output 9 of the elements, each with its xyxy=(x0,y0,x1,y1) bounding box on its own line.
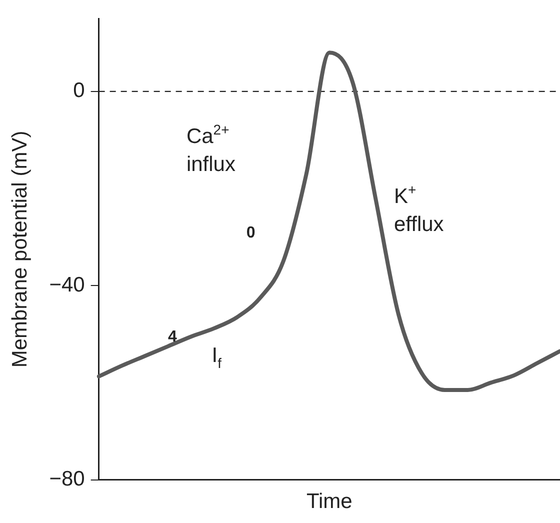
x-axis-title: Time xyxy=(306,490,352,514)
y-tick-label: −40 xyxy=(49,273,85,296)
y-tick-label: −80 xyxy=(49,468,85,491)
line-series xyxy=(96,50,560,392)
y-tick-label: 0 xyxy=(73,79,85,102)
annotation: K+ efflux xyxy=(394,182,444,236)
annotation: 0 xyxy=(246,224,256,242)
y-axis-title: Membrane potential (mV) xyxy=(8,130,32,368)
annotation: 4 xyxy=(168,328,177,346)
